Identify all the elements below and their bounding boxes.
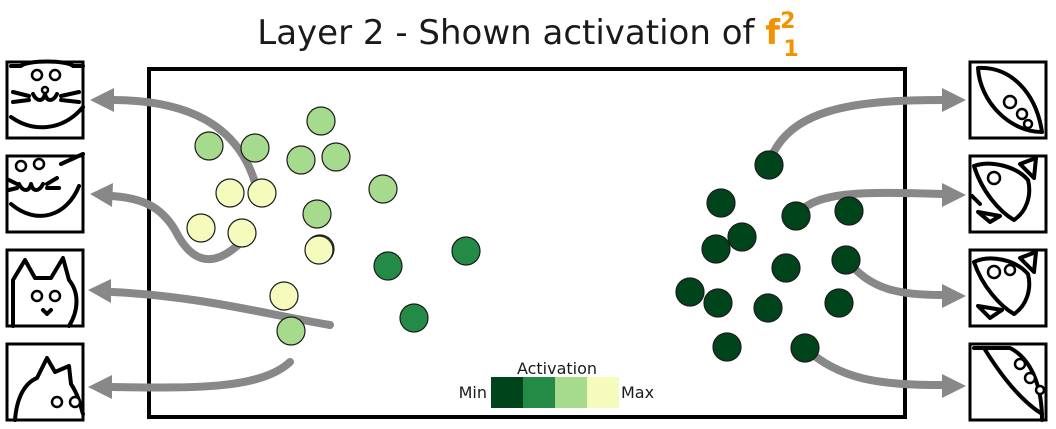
arrow-head-cat-2 bbox=[90, 183, 113, 207]
rocket-node bbox=[790, 333, 820, 363]
cat-node bbox=[286, 145, 316, 175]
page-title: Layer 2 - Shown activation of f2 1 bbox=[257, 9, 798, 62]
legend-swatches bbox=[491, 377, 619, 408]
cat-profile-corner-icon bbox=[5, 342, 85, 422]
embedding-frame bbox=[147, 67, 907, 419]
cat-profile-icon bbox=[5, 248, 85, 328]
title-feature-sub: 1 bbox=[783, 37, 798, 62]
rocket-node bbox=[712, 332, 742, 362]
cat-node bbox=[451, 236, 481, 266]
rocket-fins-icon bbox=[968, 154, 1048, 234]
rocket-fins-icon bbox=[968, 248, 1048, 328]
cat-node bbox=[399, 303, 429, 333]
cat-node bbox=[306, 106, 336, 136]
rocket-node bbox=[753, 293, 783, 323]
cat-node bbox=[247, 178, 277, 208]
rocket-node bbox=[824, 288, 854, 318]
rocket-node bbox=[701, 234, 731, 264]
title-prefix: Layer 2 - Shown activation of bbox=[257, 13, 765, 53]
rocket-node bbox=[727, 222, 757, 252]
rocket-window-icon bbox=[968, 60, 1048, 140]
legend-max-label: Max bbox=[621, 383, 654, 402]
arrow-head-cat-4 bbox=[88, 375, 112, 399]
arrow-head-cat-3 bbox=[88, 279, 111, 303]
arrow-cat-1 bbox=[108, 96, 261, 194]
arrow-rocket-1 bbox=[766, 96, 946, 164]
rocket-node bbox=[703, 288, 733, 318]
arrow-cat-4 bbox=[108, 358, 294, 392]
arrow-head-rocket-2 bbox=[942, 183, 966, 207]
arrow-head-rocket-4 bbox=[942, 374, 966, 398]
rocket-nose-icon bbox=[968, 342, 1048, 422]
rocket-node bbox=[771, 253, 801, 283]
cat-face-icon bbox=[5, 59, 85, 140]
activation-legend: Activation Min Max bbox=[459, 359, 654, 408]
rocket-node bbox=[834, 196, 864, 226]
legend-swatch bbox=[555, 377, 587, 408]
cat-node bbox=[321, 142, 351, 172]
cat-node bbox=[276, 316, 306, 346]
rocket-node bbox=[754, 150, 784, 180]
cat-node bbox=[304, 235, 334, 265]
legend-min-label: Min bbox=[459, 383, 487, 402]
cat-node bbox=[186, 213, 216, 243]
cat-node bbox=[368, 174, 398, 204]
cat-node bbox=[302, 199, 332, 229]
legend-swatch bbox=[523, 377, 555, 408]
rocket-node bbox=[675, 277, 705, 307]
cat-node bbox=[227, 218, 257, 248]
title-feature-sup: 2 bbox=[780, 9, 795, 34]
arrow-cat-2 bbox=[108, 192, 242, 264]
legend-swatch bbox=[587, 377, 619, 408]
arrow-cat-3 bbox=[108, 288, 334, 329]
cat-face-tilted-icon bbox=[5, 152, 85, 234]
legend-title: Activation bbox=[517, 359, 597, 378]
cat-node bbox=[194, 131, 224, 161]
legend-swatch bbox=[491, 377, 523, 408]
cat-node bbox=[215, 178, 245, 208]
rocket-node bbox=[706, 188, 736, 218]
arrow-head-rocket-1 bbox=[942, 88, 966, 112]
arrow-rocket-4 bbox=[801, 344, 946, 389]
title-feature: f bbox=[765, 13, 781, 53]
cat-node bbox=[373, 251, 403, 281]
rocket-node bbox=[781, 201, 811, 231]
cat-node bbox=[240, 133, 270, 163]
node-cluster bbox=[186, 106, 864, 363]
arrow-head-cat-1 bbox=[90, 88, 114, 112]
cat-node bbox=[269, 281, 299, 311]
rocket-node bbox=[831, 245, 861, 275]
arrow-head-rocket-3 bbox=[942, 284, 966, 308]
